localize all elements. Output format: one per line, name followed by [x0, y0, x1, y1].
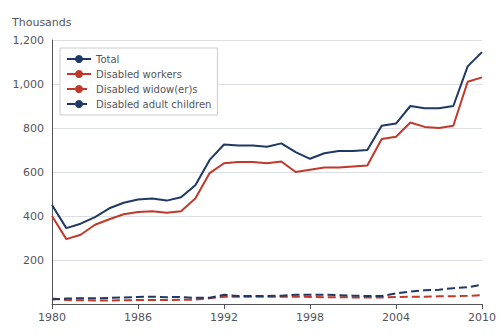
svg-text:600: 600 [23, 166, 44, 179]
svg-text:Thousands: Thousands [11, 16, 72, 29]
svg-text:800: 800 [23, 122, 44, 135]
svg-text:1992: 1992 [210, 311, 238, 324]
svg-text:1,000: 1,000 [13, 78, 45, 91]
svg-text:200: 200 [23, 254, 44, 267]
svg-text:Disabled adult children: Disabled adult children [96, 99, 211, 110]
svg-text:1986: 1986 [124, 311, 152, 324]
svg-text:2004: 2004 [382, 311, 410, 324]
svg-text:2010: 2010 [468, 311, 496, 324]
svg-text:1998: 1998 [296, 311, 324, 324]
svg-text:Disabled workers: Disabled workers [96, 69, 182, 80]
svg-text:1,200: 1,200 [13, 34, 45, 47]
svg-text:Disabled widow(er)s: Disabled widow(er)s [96, 84, 198, 95]
svg-text:Total: Total [95, 54, 119, 65]
svg-text:400: 400 [23, 210, 44, 223]
svg-text:1980: 1980 [38, 311, 66, 324]
